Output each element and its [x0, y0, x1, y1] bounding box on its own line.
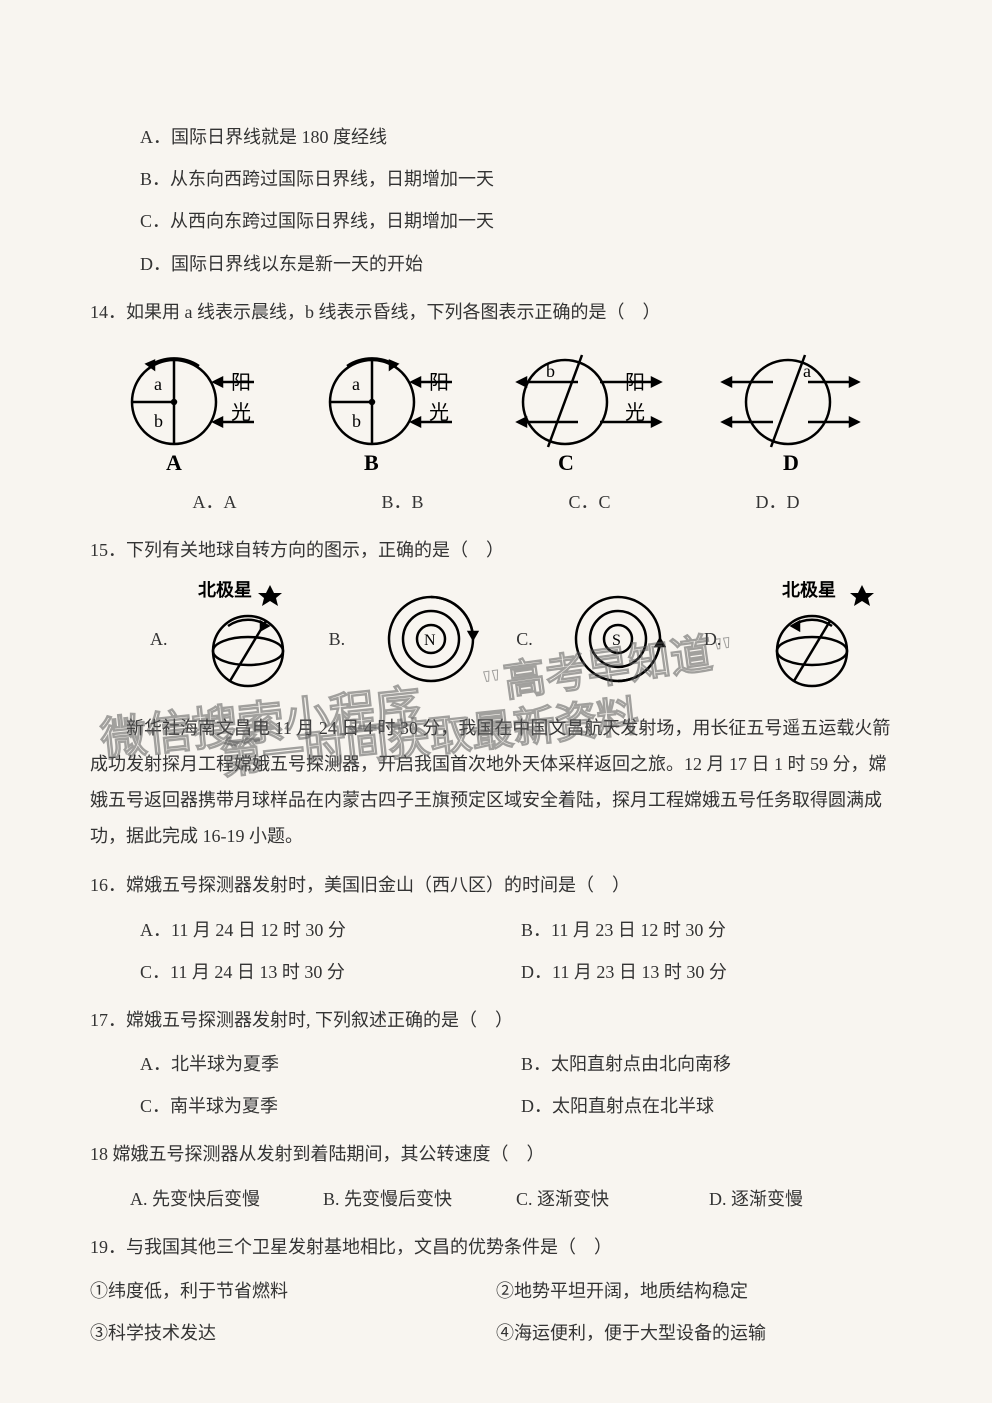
- q17-d: D．太阳直射点在北半球: [521, 1089, 902, 1123]
- q14d-letter: D: [783, 450, 799, 475]
- q15-diagram-b: N: [376, 589, 486, 689]
- q15-diagram-d: 北极星: [752, 581, 882, 696]
- q15a-polaris: 北极星: [198, 581, 252, 600]
- q15-diagram-a: 北极星: [198, 581, 298, 696]
- q15-label-d: D.: [704, 622, 722, 656]
- q14-stem: 14．如果用 a 线表示晨线，b 线表示昏线，下列各图表示正确的是（ ）: [90, 295, 902, 329]
- q19-3: ③科学技术发达: [90, 1316, 496, 1350]
- q19-2: ②地势平坦开阔，地质结构稳定: [496, 1274, 902, 1308]
- q14b-label-a: a: [352, 374, 360, 394]
- q14c-label-b: b: [546, 361, 555, 381]
- q13-option-c: C．从西向东跨过国际日界线，日期增加一天: [140, 204, 902, 238]
- q15c-s: S: [612, 632, 621, 649]
- q16-row2: C．11 月 24 日 13 时 30 分 D．11 月 23 日 13 时 3…: [90, 955, 902, 989]
- q18-stem: 18 嫦娥五号探测器从发射到着陆期间，其公转速度（ ）: [90, 1137, 902, 1171]
- q17-c: C．南半球为夏季: [140, 1089, 521, 1123]
- q16-b: B．11 月 23 日 12 时 30 分: [521, 913, 902, 947]
- q19-4: ④海运便利，便于大型设备的运输: [496, 1316, 902, 1350]
- q14c-sun-bot: 光: [625, 401, 645, 424]
- q14-ans-b: B．B: [381, 485, 423, 519]
- q15b-n: N: [424, 632, 436, 649]
- q14a-sun-bot: 光: [231, 401, 251, 424]
- q18-c: C. 逐渐变快: [516, 1182, 709, 1216]
- q17-b: B．太阳直射点由北向南移: [521, 1047, 902, 1081]
- q17-a: A．北半球为夏季: [140, 1047, 521, 1081]
- passage-text: 新华社海南文昌电 11 月 24 日 4 时 30 分，我国在中国文昌航天发射场…: [90, 710, 902, 854]
- q14-diagram-a: a b 阳 光 A: [114, 347, 284, 477]
- q14a-letter: A: [166, 450, 182, 475]
- q14b-sun-bot: 光: [429, 401, 449, 424]
- q14-diagram-c: b 阳 光 C: [510, 347, 680, 477]
- q15-label-b: B.: [329, 622, 346, 656]
- q14a-sun-top: 阳: [231, 371, 251, 394]
- q16-c: C．11 月 24 日 13 时 30 分: [140, 955, 521, 989]
- q15-label-c: C.: [516, 622, 533, 656]
- q15-diagram-c: S: [563, 589, 673, 689]
- q14-ans-a: A．A: [192, 485, 236, 519]
- q14-diagram-d: a D: [708, 347, 878, 477]
- q19-1: ①纬度低，利于节省燃料: [90, 1274, 496, 1308]
- q14c-letter: C: [558, 450, 574, 475]
- q18-b: B. 先变慢后变快: [323, 1182, 516, 1216]
- q13-options: A．国际日界线就是 180 度经线 B．从东向西跨过国际日界线，日期增加一天 C…: [90, 120, 902, 281]
- q15d-polaris: 北极星: [782, 581, 836, 600]
- q19-row2: ③科学技术发达 ④海运便利，便于大型设备的运输: [90, 1316, 902, 1350]
- q14-figure: a b 阳 光 A a b 阳 光 B b: [90, 347, 902, 477]
- q16-row1: A．11 月 24 日 12 时 30 分 B．11 月 23 日 12 时 3…: [90, 913, 902, 947]
- q14-ans-c: C．C: [568, 485, 610, 519]
- q19-row1: ①纬度低，利于节省燃料 ②地势平坦开阔，地质结构稳定: [90, 1274, 902, 1308]
- q14d-label-a: a: [803, 361, 811, 381]
- q14c-sun-top: 阳: [625, 371, 645, 394]
- q14a-label-a: a: [154, 374, 162, 394]
- q13-option-b: B．从东向西跨过国际日界线，日期增加一天: [140, 162, 902, 196]
- q18-options: A. 先变快后变慢 B. 先变慢后变快 C. 逐渐变快 D. 逐渐变慢: [90, 1182, 902, 1216]
- q14a-label-b: b: [154, 411, 163, 431]
- q14-diagram-b: a b 阳 光 B: [312, 347, 482, 477]
- q16-a: A．11 月 24 日 12 时 30 分: [140, 913, 521, 947]
- q16-stem: 16．嫦娥五号探测器发射时，美国旧金山（西八区）的时间是（ ）: [90, 868, 902, 902]
- q19-stem: 19．与我国其他三个卫星发射基地相比，文昌的优势条件是（ ）: [90, 1230, 902, 1264]
- q14-ans-d: D．D: [755, 485, 799, 519]
- q13-option-d: D．国际日界线以东是新一天的开始: [140, 247, 902, 281]
- q15-figure: A. 北极星 B. N C. S: [90, 581, 902, 696]
- q18-d: D. 逐渐变慢: [709, 1182, 902, 1216]
- q18-a: A. 先变快后变慢: [130, 1182, 323, 1216]
- q17-row1: A．北半球为夏季 B．太阳直射点由北向南移: [90, 1047, 902, 1081]
- q14b-sun-top: 阳: [429, 371, 449, 394]
- q17-row2: C．南半球为夏季 D．太阳直射点在北半球: [90, 1089, 902, 1123]
- q14b-letter: B: [364, 450, 379, 475]
- q15-label-a: A.: [150, 622, 168, 656]
- q14-answer-labels: A．A B．B C．C D．D: [90, 485, 902, 519]
- q13-option-a: A．国际日界线就是 180 度经线: [140, 120, 902, 154]
- q17-stem: 17．嫦娥五号探测器发射时, 下列叙述正确的是（ ）: [90, 1003, 902, 1037]
- q15-stem: 15．下列有关地球自转方向的图示，正确的是（ ）: [90, 533, 902, 567]
- q16-d: D．11 月 23 日 13 时 30 分: [521, 955, 902, 989]
- q14b-label-b: b: [352, 411, 361, 431]
